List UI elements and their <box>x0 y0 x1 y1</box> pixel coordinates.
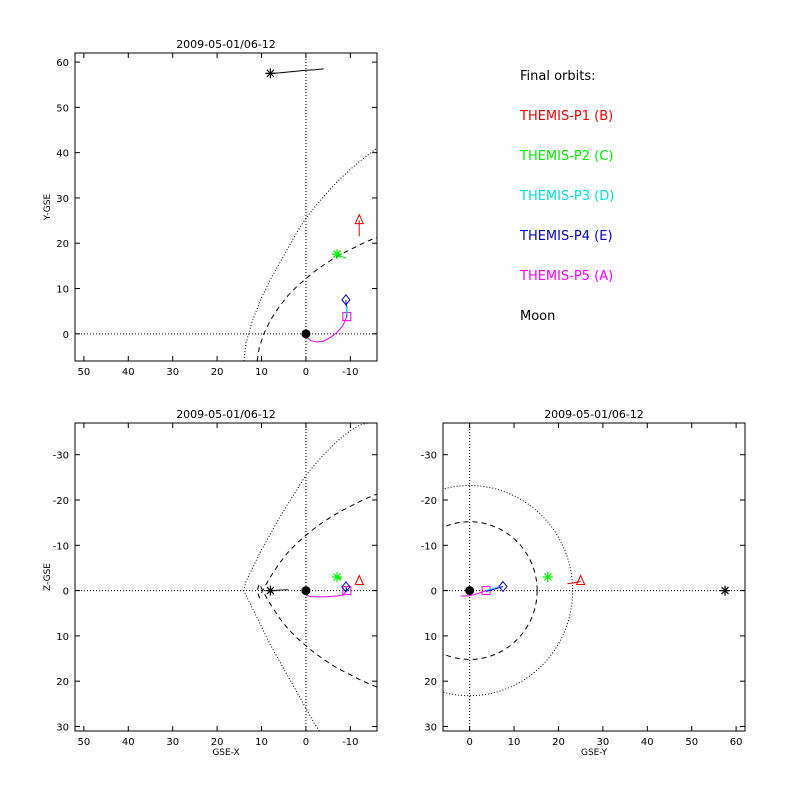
x-tick-label: 20 <box>211 737 224 748</box>
magnetopause-boundary <box>256 493 377 688</box>
magnetopause-boundary <box>443 521 538 660</box>
series-themis-p3-d <box>485 586 498 592</box>
panel-title: 2009-05-01/06-12 <box>176 38 276 51</box>
y-tick-label: -20 <box>421 496 437 507</box>
y-tick-label: 30 <box>424 722 437 733</box>
y-tick-label: -30 <box>53 451 69 462</box>
y-tick-label: 30 <box>56 194 69 205</box>
series-themis-p2-c-marker <box>542 572 553 582</box>
legend-entry-p5: THEMIS-P5 (A) <box>519 269 613 284</box>
plot-frame <box>442 422 746 732</box>
y-tick-label: -20 <box>53 496 69 507</box>
series-themis-p2-c-marker <box>332 249 343 260</box>
x-tick-label: 50 <box>78 367 91 378</box>
x-tick-label: 30 <box>597 737 610 748</box>
x-tick-label: 0 <box>303 367 309 378</box>
x-tick-label: 0 <box>303 737 309 748</box>
y-tick-label: 50 <box>56 103 69 114</box>
series-themis-p1-b-marker <box>575 574 586 586</box>
y-tick-label: 10 <box>56 632 69 643</box>
x-tick-label: 40 <box>122 367 135 378</box>
x-tick-label: -10 <box>342 367 358 378</box>
series-themis-p4-e <box>345 586 348 591</box>
y-axis-label: Y-GSE <box>43 194 53 222</box>
bow-shock-boundary <box>243 147 377 361</box>
legend-entry-moon: Moon <box>520 309 555 324</box>
series-moon <box>270 68 324 74</box>
x-tick-label: -10 <box>342 737 358 748</box>
x-tick-label: 30 <box>166 367 179 378</box>
x-axis-label: GSE-X <box>212 748 239 758</box>
panel-plot-area <box>443 423 745 731</box>
y-axis-label: Z-GSE <box>43 563 53 591</box>
legend-entry-p4: THEMIS-P4 (E) <box>519 229 613 244</box>
bow-shock-boundary <box>243 423 377 731</box>
legend: Final orbits: THEMIS-P1 (B) THEMIS-P2 (C… <box>519 69 614 324</box>
panel-1: 50 40 30 20 10 0 -10 0 10 20 30 40 50 60 2009-05-01/06… <box>43 38 378 378</box>
series-moon-marker <box>720 585 731 596</box>
x-tick-label: 20 <box>552 737 565 748</box>
y-tick-label: 30 <box>56 722 69 733</box>
legend-heading: Final orbits: <box>520 69 596 84</box>
y-tick-label: 0 <box>431 587 437 598</box>
plot-frame <box>74 52 378 362</box>
x-tick-label: 60 <box>730 737 743 748</box>
magnetopause-boundary <box>256 236 377 361</box>
series-moon-marker <box>265 68 276 79</box>
y-tick-label: -10 <box>421 541 437 552</box>
y-tick-label: 10 <box>424 632 437 643</box>
series-themis-p1-b-marker <box>354 213 365 225</box>
y-tick-label: 20 <box>424 677 437 688</box>
series-moon-marker <box>265 585 276 596</box>
x-tick-label: 40 <box>122 737 135 748</box>
panel-2: 50 40 30 20 10 0 -10 30 20 10 0 -10 -20 -30 2009-05-01… <box>43 408 378 758</box>
panel-3: 0 10 20 30 40 50 60 30 20 10 0 -10 -20 -30 2009-05-01/… <box>421 408 746 758</box>
panel-title: 2009-05-01/06-12 <box>176 408 276 421</box>
series-themis-p5-a-marker <box>342 586 352 596</box>
y-tick-label: 20 <box>56 239 69 250</box>
series-themis-p4-e-marker <box>498 580 508 593</box>
y-tick-label: 20 <box>56 677 69 688</box>
earth-marker <box>301 586 311 596</box>
y-tick-label: 10 <box>56 285 69 296</box>
x-tick-label: 10 <box>255 737 268 748</box>
series-themis-p2-c-marker <box>332 572 343 582</box>
x-tick-label: 40 <box>641 737 654 748</box>
y-tick-label: 40 <box>56 149 69 160</box>
x-tick-label: 50 <box>685 737 698 748</box>
series-themis-p4-e-marker <box>341 294 351 306</box>
bow-shock-boundary <box>443 485 574 697</box>
y-tick-label: 0 <box>63 330 69 341</box>
series-themis-p5-a <box>460 590 487 597</box>
legend-entry-p2: THEMIS-P2 (C) <box>519 149 613 164</box>
x-tick-label: 20 <box>211 367 224 378</box>
panel-title: 2009-05-01/06-12 <box>544 408 644 421</box>
legend-entry-p1: THEMIS-P1 (B) <box>519 109 613 124</box>
series-themis-p5-a <box>305 590 348 598</box>
x-tick-label: 10 <box>508 737 521 748</box>
series-themis-p1-b <box>567 581 581 585</box>
y-tick-label: -30 <box>421 451 437 462</box>
series-themis-p5-a <box>305 316 348 343</box>
x-axis-label: GSE-Y <box>581 748 608 758</box>
plot-frame <box>74 422 378 732</box>
panel-plot-area <box>75 423 377 731</box>
earth-marker <box>301 329 311 339</box>
panel-plot-area <box>75 53 377 361</box>
series-themis-p4-e-marker <box>341 581 351 593</box>
series-themis-p1-b-marker <box>354 574 365 586</box>
x-tick-label: 50 <box>78 737 91 748</box>
x-tick-label: 0 <box>466 737 472 748</box>
y-tick-label: 60 <box>56 58 69 69</box>
y-tick-label: -10 <box>53 541 69 552</box>
x-tick-label: 10 <box>255 367 268 378</box>
x-tick-label: 30 <box>166 737 179 748</box>
y-tick-label: 0 <box>63 587 69 598</box>
earth-marker <box>465 586 475 596</box>
legend-entry-p3: THEMIS-P3 (D) <box>519 189 614 204</box>
